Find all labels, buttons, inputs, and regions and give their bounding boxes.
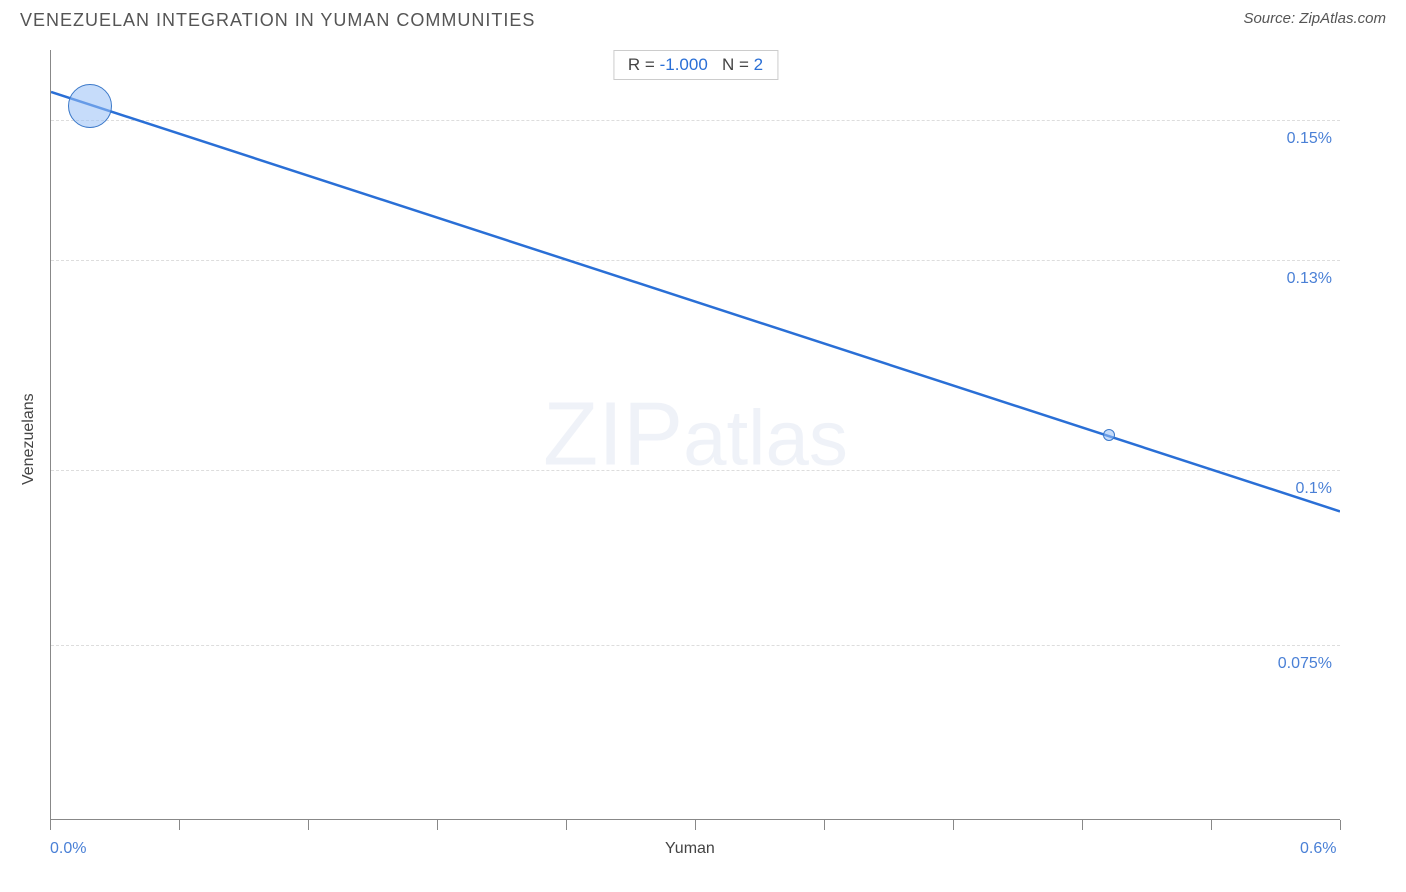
x-tick	[437, 820, 438, 830]
plot-region: ZIPatlas 0.075% 0.1% 0.13% 0.15% R = -1.000…	[50, 50, 1340, 820]
y-tick-label: 0.15%	[1287, 130, 1332, 148]
x-tick	[1211, 820, 1212, 830]
data-point	[68, 84, 112, 128]
y-axis-label: Venezuelans	[20, 393, 38, 485]
x-tick	[566, 820, 567, 830]
x-tick	[695, 820, 696, 830]
x-axis-label: Yuman	[665, 840, 715, 858]
gridline	[51, 260, 1340, 261]
x-tick-label-first: 0.0%	[50, 840, 86, 858]
y-tick-label: 0.1%	[1296, 480, 1332, 498]
x-tick	[824, 820, 825, 830]
watermark-atlas: atlas	[683, 393, 848, 481]
x-tick	[50, 820, 51, 830]
watermark-zip: ZIP	[543, 384, 683, 484]
chart-area: ZIPatlas 0.075% 0.1% 0.13% 0.15% R = -1.000…	[50, 50, 1340, 820]
x-tick	[179, 820, 180, 830]
x-tick-label-last: 0.6%	[1300, 840, 1336, 858]
x-tick	[953, 820, 954, 830]
chart-title: VENEZUELAN INTEGRATION IN YUMAN COMMUNIT…	[20, 10, 535, 31]
stats-box: R = -1.000 N = 2	[613, 50, 778, 80]
n-label: N =	[722, 55, 754, 74]
n-value: 2	[754, 55, 763, 74]
y-tick-label: 0.075%	[1278, 655, 1332, 673]
x-tick	[308, 820, 309, 830]
gridline	[51, 645, 1340, 646]
data-point	[1103, 429, 1115, 441]
r-label: R =	[628, 55, 660, 74]
gridline	[51, 470, 1340, 471]
trend-line	[51, 50, 1340, 819]
y-tick-label: 0.13%	[1287, 270, 1332, 288]
gridline	[51, 120, 1340, 121]
source-attribution: Source: ZipAtlas.com	[1243, 10, 1386, 27]
x-tick	[1340, 820, 1341, 830]
x-tick	[1082, 820, 1083, 830]
r-value: -1.000	[660, 55, 708, 74]
